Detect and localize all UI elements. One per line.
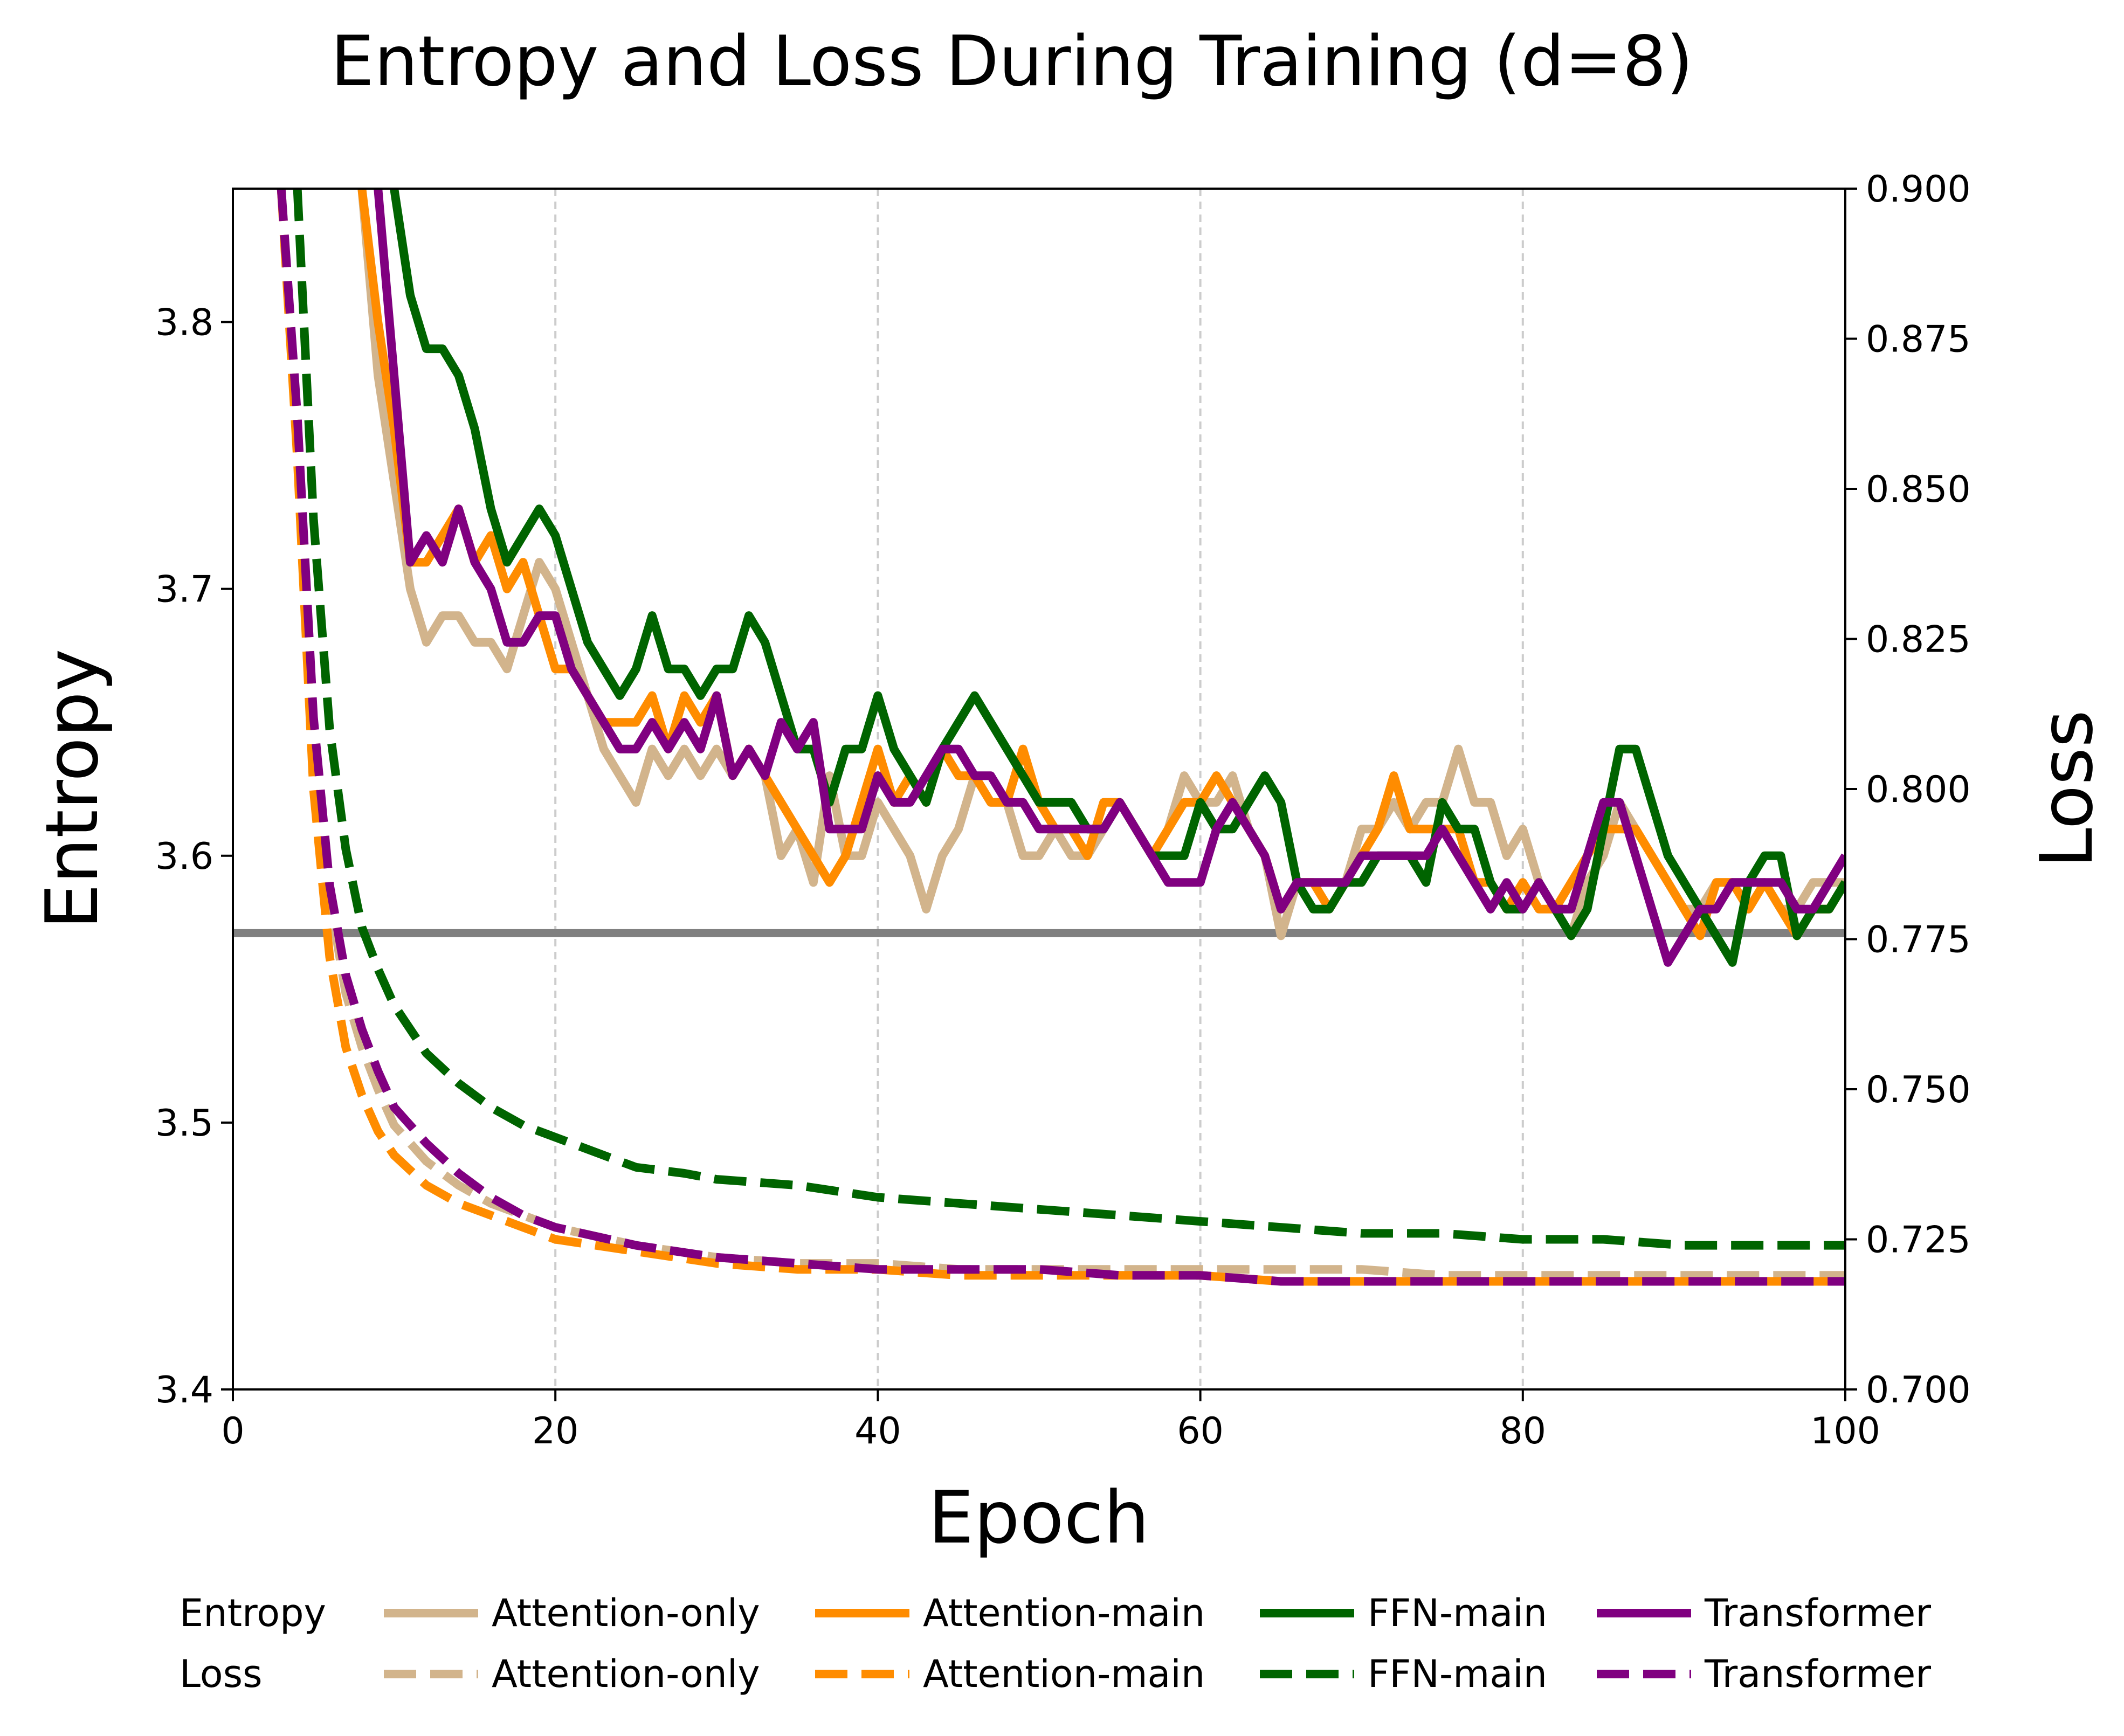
- series-group: [277, 189, 1845, 1286]
- series-line-loss-ffn-main: [293, 189, 1845, 1250]
- left-y-axis-label: Entropy: [30, 649, 114, 930]
- right-y-tick-label: 0.825: [1866, 619, 1971, 661]
- left-y-tick-label: 3.8: [155, 302, 213, 344]
- series-line-loss-attention-only: [277, 189, 1845, 1280]
- right-y-tick-label: 0.850: [1866, 468, 1971, 511]
- legend-label-loss-transformer: Transformer: [1704, 1652, 1931, 1696]
- right-y-axis-label: Loss: [2025, 710, 2109, 868]
- left-y-tick-label: 3.7: [155, 569, 213, 611]
- legend-label-loss-attention-only: Attention-only: [492, 1652, 760, 1696]
- right-y-tick-label: 0.725: [1866, 1219, 1971, 1262]
- legend: Entropy Loss Attention-only Attention-on…: [180, 1591, 1931, 1696]
- series-line-entropy-ffn-main: [390, 189, 1845, 967]
- x-axis-ticks: 0 20 40 60 80 100: [221, 1389, 1880, 1453]
- left-y-axis-ticks: 3.4 3.5 3.6 3.7 3.8: [155, 302, 233, 1412]
- legend-label-entropy-attention-only: Attention-only: [492, 1591, 760, 1635]
- right-y-tick-label: 0.875: [1866, 319, 1971, 361]
- x-tick-label-20: 20: [532, 1410, 579, 1453]
- right-y-tick-label: 0.900: [1866, 168, 1971, 211]
- x-axis-label: Epoch: [928, 1476, 1149, 1560]
- legend-label-entropy-transformer: Transformer: [1704, 1591, 1931, 1635]
- legend-label-loss-ffn-main: FFN-main: [1368, 1652, 1547, 1696]
- chart-title: Entropy and Loss During Training (d=8): [330, 22, 1693, 102]
- series-line-entropy-transformer: [374, 189, 1845, 967]
- left-y-tick-label: 3.6: [155, 835, 213, 878]
- legend-label-entropy-ffn-main: FFN-main: [1368, 1591, 1547, 1635]
- series-line-loss-attention-main: [277, 189, 1845, 1286]
- x-tick-label-60: 60: [1177, 1410, 1224, 1453]
- series-line-loss-transformer: [277, 189, 1845, 1286]
- left-y-tick-label: 3.4: [155, 1369, 213, 1412]
- legend-label-loss-attention-main: Attention-main: [923, 1652, 1205, 1696]
- x-tick-label-40: 40: [854, 1410, 901, 1453]
- right-y-tick-label: 0.775: [1866, 919, 1971, 962]
- right-y-axis-ticks: 0.700 0.725 0.750 0.775 0.800 0.825 0.850 0.875…: [1845, 168, 1971, 1412]
- x-gridlines: [554, 189, 1524, 1389]
- legend-label-entropy-attention-main: Attention-main: [923, 1591, 1205, 1635]
- x-tick-label-100: 100: [1810, 1410, 1880, 1453]
- right-y-tick-label: 0.800: [1866, 769, 1971, 811]
- x-tick-label-0: 0: [221, 1410, 244, 1453]
- legend-row-label-entropy: Entropy: [180, 1591, 326, 1635]
- right-y-tick-label: 0.700: [1866, 1369, 1971, 1412]
- left-y-tick-label: 3.5: [155, 1102, 213, 1145]
- x-tick-label-80: 80: [1500, 1410, 1547, 1453]
- right-y-tick-label: 0.750: [1866, 1069, 1971, 1111]
- legend-row-label-loss: Loss: [180, 1652, 263, 1696]
